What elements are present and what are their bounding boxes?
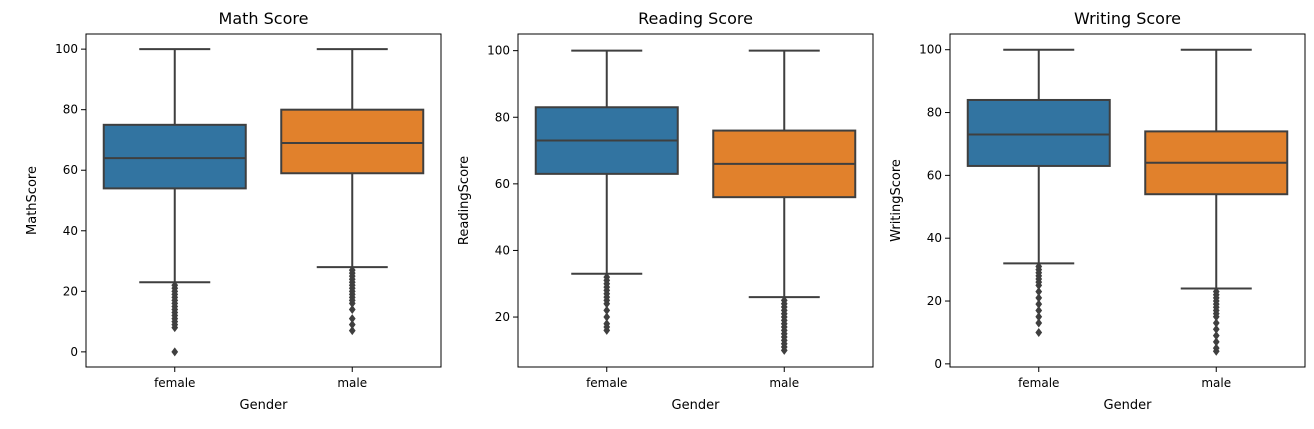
- x-tick-label-male: male: [337, 376, 367, 390]
- outlier-point: [171, 347, 179, 357]
- outlier-point: [1035, 299, 1043, 309]
- outlier-point: [348, 320, 356, 330]
- outlier-point: [780, 295, 788, 305]
- chart-title: Math Score: [219, 9, 309, 28]
- y-tick-label: 100: [55, 42, 78, 56]
- outlier-point: [1212, 337, 1220, 347]
- outlier-point: [603, 319, 611, 329]
- y-tick-label: 20: [495, 310, 510, 324]
- y-axis-title: WritingScore: [889, 159, 904, 242]
- chart-title: Reading Score: [638, 9, 753, 28]
- outlier-point: [1035, 327, 1043, 337]
- y-axis-title: MathScore: [25, 166, 40, 235]
- chart-panel-1: 0 20 40 60 80 100 female male Math Score Gender Ma…: [25, 9, 442, 413]
- x-tick-label-male: male: [769, 376, 799, 390]
- box-female: [102, 123, 247, 190]
- y-tick-label: 60: [927, 168, 942, 182]
- chart-panel-3: 0 20 40 60 80 100 female male Writing Score Gende…: [889, 9, 1306, 413]
- x-axis-title: Gender: [240, 398, 289, 413]
- outlier-point: [171, 280, 179, 290]
- outlier-point: [1035, 293, 1043, 303]
- y-tick-label: 60: [63, 163, 78, 177]
- outlier-point: [348, 326, 356, 336]
- outlier-point: [603, 312, 611, 322]
- y-tick-label: 40: [495, 243, 510, 257]
- y-tick-label: 40: [927, 231, 942, 245]
- box-male: [280, 108, 425, 175]
- box-female: [966, 98, 1111, 167]
- y-axis-title: ReadingScore: [457, 156, 472, 245]
- outlier-point: [1035, 305, 1043, 315]
- y-tick-label: 80: [495, 110, 510, 124]
- y-tick-label: 20: [63, 284, 78, 298]
- outlier-point: [1212, 287, 1220, 297]
- outlier-point: [603, 305, 611, 315]
- outlier-point: [1035, 287, 1043, 297]
- x-tick-label-male: male: [1201, 376, 1231, 390]
- outlier-point: [1212, 331, 1220, 341]
- outlier-point: [348, 314, 356, 324]
- x-tick-label-female: female: [154, 376, 195, 390]
- outlier-point: [1212, 343, 1220, 353]
- outlier-point: [348, 265, 356, 275]
- chart-panel-2: 20 40 60 80 100 female male Reading Score Gender…: [457, 9, 874, 413]
- x-axis-title: Gender: [672, 398, 721, 413]
- y-tick-label: 40: [63, 224, 78, 238]
- plot-frame: [517, 33, 874, 368]
- x-tick-label-female: female: [586, 376, 627, 390]
- y-tick-label: 100: [919, 43, 942, 57]
- outlier-point: [1212, 318, 1220, 328]
- plot-frame: [949, 33, 1306, 368]
- x-tick-label-female: female: [1018, 376, 1059, 390]
- outlier-point: [348, 304, 356, 314]
- y-tick-label: 80: [927, 106, 942, 120]
- plot-frame: [85, 33, 442, 368]
- outlier-point: [603, 272, 611, 282]
- y-tick-label: 80: [63, 103, 78, 117]
- y-tick-label: 20: [927, 294, 942, 308]
- y-tick-label: 60: [495, 177, 510, 191]
- chart-title: Writing Score: [1074, 9, 1181, 28]
- outlier-point: [1212, 324, 1220, 334]
- y-tick-label: 0: [70, 345, 78, 359]
- x-axis-title: Gender: [1104, 398, 1153, 413]
- y-tick-label: 100: [487, 44, 510, 58]
- outlier-point: [1035, 312, 1043, 322]
- y-tick-label: 0: [934, 357, 942, 371]
- outlier-point: [1035, 318, 1043, 328]
- outlier-point: [1035, 261, 1043, 271]
